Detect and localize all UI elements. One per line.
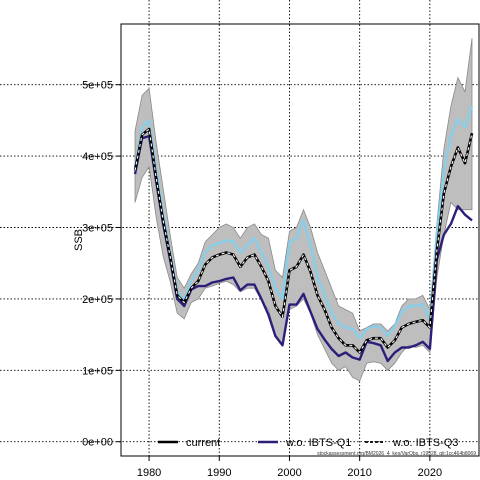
plot-frame [120, 23, 480, 457]
legend-label-current: current [186, 437, 220, 449]
series-line-current-dash [134, 127, 473, 354]
y-tick-label: 2e+05 [82, 294, 113, 306]
x-tick-label: 2010 [347, 467, 371, 479]
ci-band-layer [134, 38, 473, 382]
x-tick-label: 1980 [137, 467, 161, 479]
y-tick-label: 0e+00 [82, 437, 113, 449]
y-axis-label: SSB [73, 229, 85, 251]
y-tick-label: 5e+05 [82, 80, 113, 92]
x-tick-label: 1990 [207, 467, 231, 479]
legend-label-w-o-ibts-q3: w.o. IBTS-Q3 [392, 437, 458, 449]
legend: current w.o. IBTS-Q1 w.o. IBTS-Q3 [158, 437, 458, 449]
footnote: stockassessment.org/BM2026_4_kes/VarObs,… [317, 451, 476, 457]
legend-label-w-o-ibts-q1: w.o. IBTS-Q1 [285, 437, 351, 449]
y-tick-label: 1e+05 [82, 365, 113, 377]
x-tick-label: 2000 [277, 467, 301, 479]
y-tick-label: 3e+05 [82, 223, 113, 235]
ci-band [134, 38, 473, 382]
x-tick-label: 2020 [418, 467, 442, 479]
grid-layer [0, 0, 479, 456]
x-axis-ticks: 1980 1990 2000 2010 2020 [137, 456, 442, 479]
series-layer [133, 105, 474, 363]
y-tick-label: 4e+05 [82, 151, 113, 163]
series-line-w-o-ibts-q3 [133, 105, 474, 340]
y-axis-ticks: 0e+00 1e+05 2e+05 3e+05 4e+05 5e+05 [82, 80, 121, 449]
